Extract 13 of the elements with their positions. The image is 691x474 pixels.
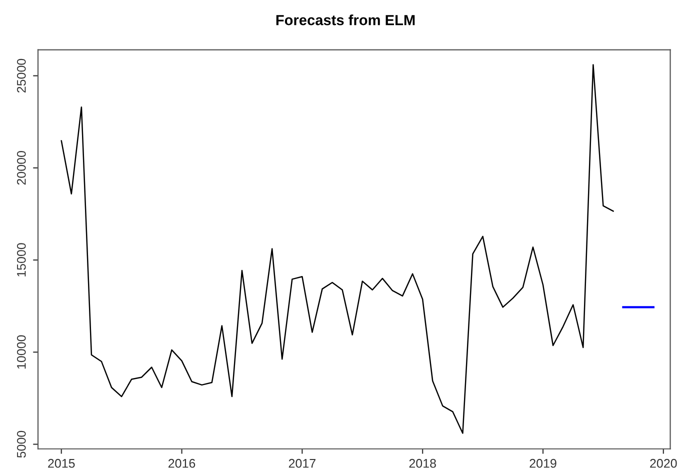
y-tick-label: 25000	[16, 58, 26, 92]
x-tick-label: 2017	[288, 458, 316, 468]
x-tick-label: 2019	[530, 458, 556, 468]
chart-title: Forecasts from ELM	[276, 14, 415, 26]
line-series	[60, 64, 614, 434]
x-tick-label: 2015	[48, 458, 75, 468]
x-tick-label: 2018	[409, 458, 436, 468]
y-tick-label: 20000	[16, 150, 26, 185]
y-tick-label: 15000	[16, 243, 26, 276]
y-tick-label: 5000	[16, 430, 26, 458]
x-tick-label: 2016	[168, 458, 196, 468]
x-tick-label: 2020	[650, 458, 677, 468]
y-tick-label: 10000	[16, 335, 26, 369]
